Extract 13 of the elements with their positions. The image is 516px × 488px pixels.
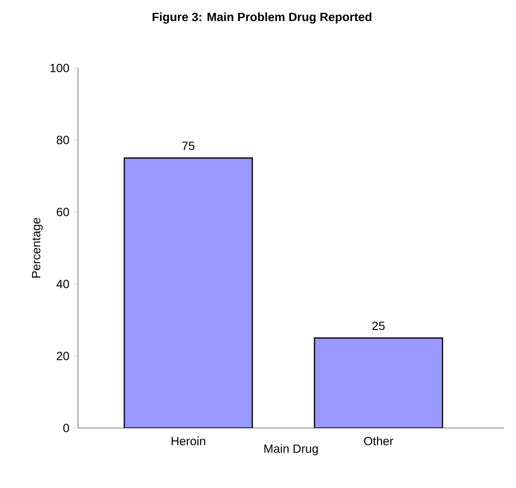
chart-title: Figure 3: Main Problem Drug Reported — [152, 12, 372, 24]
y-tick-label: 0 — [63, 424, 70, 432]
x-tick-label: Heroin — [172, 436, 206, 446]
y-tick-label: 20 — [56, 352, 70, 360]
y-tick-label: 60 — [56, 208, 70, 216]
data-label: 75 — [182, 142, 194, 150]
x-axis-title: Main Drug — [264, 444, 318, 456]
y-tick-label: 100 — [50, 64, 70, 72]
x-tick-label: Other — [364, 436, 394, 446]
y-axis-title: Percentage — [32, 218, 43, 278]
y-tick-label: 40 — [56, 280, 70, 288]
data-label: 25 — [372, 322, 385, 330]
y-tick-label: 80 — [56, 136, 70, 144]
